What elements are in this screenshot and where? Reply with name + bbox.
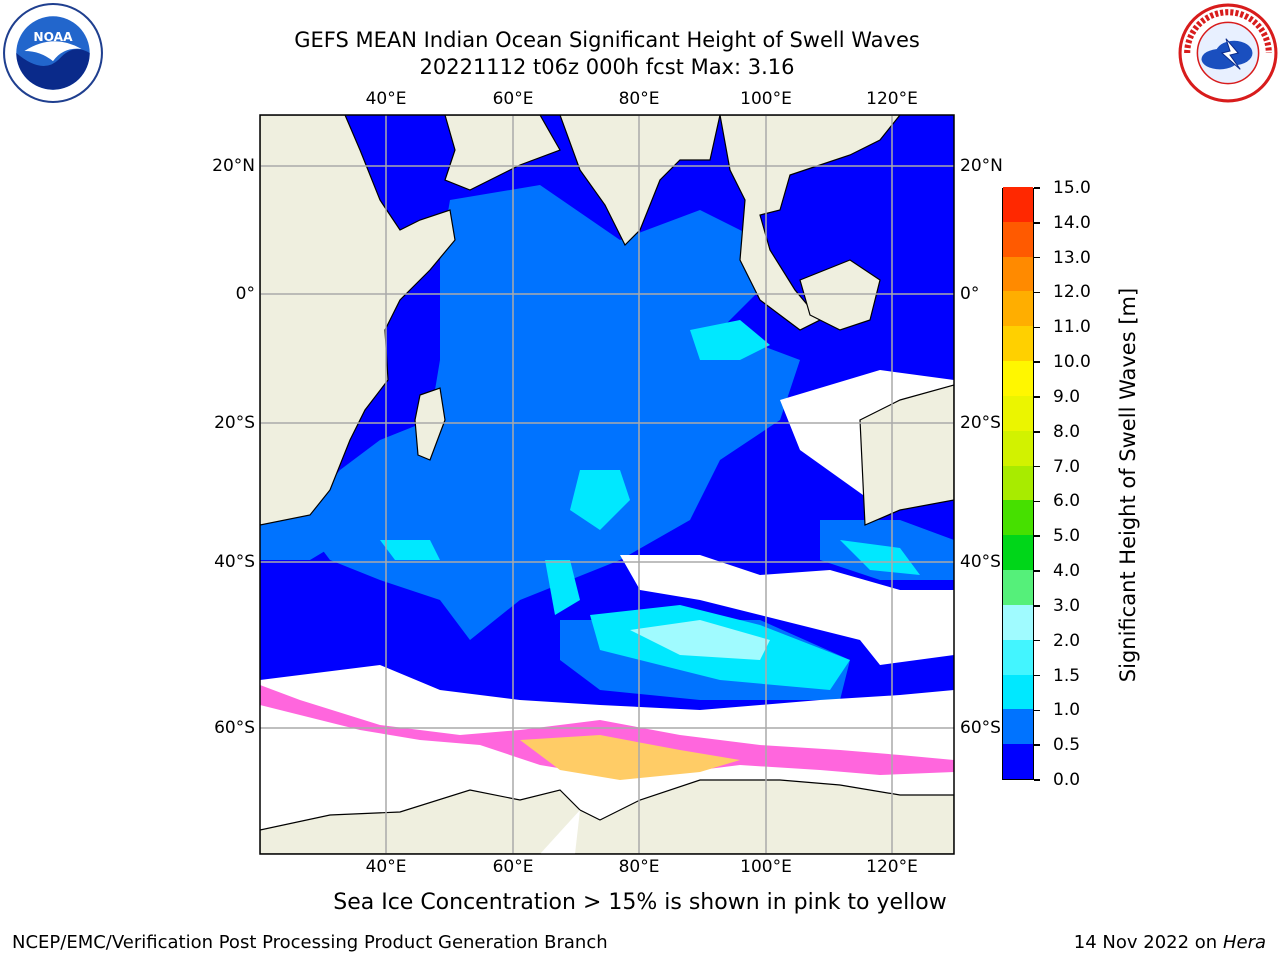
footer-host: Hera — [1222, 932, 1266, 953]
colorbar-tick-mark — [1034, 222, 1040, 224]
lon-label-top-100e: 100°E — [740, 89, 792, 109]
colorbar-tick-mark — [1034, 396, 1040, 398]
map-frame — [259, 114, 955, 855]
colorbar-tick-label: 4.0 — [1053, 561, 1081, 582]
lon-label-bottom-100e: 100°E — [740, 857, 792, 877]
land-australia — [859, 384, 954, 526]
colorbar-tick-label: 8.0 — [1053, 421, 1081, 442]
colorbar-tick-mark — [1034, 779, 1040, 781]
colorbar-tick-mark — [1034, 709, 1040, 712]
footer-date: 14 Nov 2022 on Hera — [1074, 932, 1266, 953]
land-madagascar — [414, 387, 446, 461]
colorbar-tick-label: 14.0 — [1053, 212, 1091, 233]
colorbar — [1002, 186, 1034, 780]
land-indonesia — [799, 259, 881, 331]
colorbar-label: Significant Height of Swell Waves [m] — [1116, 287, 1140, 683]
colorbar-tick-mark — [1034, 326, 1040, 329]
lat-label-left-20s: 20°S — [214, 413, 255, 433]
colorbar-segment — [1003, 743, 1033, 779]
lon-label-bottom-60e: 60°E — [492, 857, 534, 877]
colorbar-tick-mark — [1034, 605, 1040, 607]
land-southeast-asia — [719, 115, 901, 331]
colorbar-segment — [1003, 395, 1033, 431]
chart-title-line2: 20221112 t06z 000h fcst Max: 3.16 — [419, 55, 795, 79]
lat-label-right-60s: 60°S — [960, 718, 1001, 738]
sea-ice-band — [260, 685, 954, 775]
footer-credit: NCEP/EMC/Verification Post Processing Pr… — [12, 932, 608, 953]
lat-label-right-20n: 20°N — [960, 156, 1003, 176]
svg-text:NOAA: NOAA — [33, 30, 73, 44]
lon-label-bottom-120e: 120°E — [866, 857, 918, 877]
colorbar-tick-label: 5.0 — [1053, 526, 1081, 547]
chart-title-line1: GEFS MEAN Indian Ocean Significant Heigh… — [294, 28, 920, 52]
lon-label-top-80e: 80°E — [618, 89, 660, 109]
land-arabia — [444, 115, 561, 191]
colorbar-tick-label: 11.0 — [1053, 317, 1091, 338]
lat-label-left-20n: 20°N — [212, 156, 255, 176]
colorbar-segment — [1003, 534, 1033, 571]
colorbar-tick-label: 0.0 — [1053, 770, 1081, 790]
sea-ice-caption: Sea Ice Concentration > 15% is shown in … — [333, 890, 947, 915]
lat-label-left-60s: 60°S — [214, 718, 255, 738]
colorbar-tick-mark — [1034, 500, 1040, 503]
lat-label-left-40s: 40°S — [214, 552, 255, 572]
colorbar-segment — [1003, 499, 1033, 536]
colorbar-tick-mark — [1034, 431, 1040, 433]
colorbar-tick-label: 15.0 — [1053, 178, 1091, 198]
nws-logo-icon — [1178, 3, 1278, 103]
colorbar-segment — [1003, 221, 1033, 257]
colorbar-tick-mark — [1034, 570, 1040, 572]
colorbar-segment — [1003, 290, 1033, 327]
colorbar-tick-label: 6.0 — [1053, 491, 1081, 512]
colorbar-tick-label: 0.5 — [1053, 735, 1081, 756]
land-india — [559, 115, 721, 247]
colorbar-segment — [1003, 430, 1033, 466]
lon-label-bottom-40e: 40°E — [365, 857, 407, 877]
noaa-logo-icon: NOAA — [3, 3, 103, 103]
colorbar-segment — [1003, 465, 1033, 501]
colorbar-tick-mark — [1034, 361, 1040, 363]
colorbar-tick-mark — [1034, 535, 1040, 537]
colorbar-segment — [1003, 708, 1033, 745]
colorbar-tick-mark — [1034, 674, 1040, 677]
colorbar-tick-label: 12.0 — [1053, 282, 1091, 303]
colorbar-tick-label: 10.0 — [1053, 352, 1091, 373]
colorbar-tick-label: 1.5 — [1053, 665, 1081, 686]
lat-label-right-0: 0° — [960, 284, 980, 304]
colorbar-tick-mark — [1034, 187, 1040, 189]
colorbar-segment — [1003, 569, 1033, 605]
colorbar-segment — [1003, 639, 1033, 675]
colorbar-tick-label: 7.0 — [1053, 456, 1081, 477]
colorbar-tick-label: 3.0 — [1053, 595, 1081, 616]
footer-date-text: 14 Nov 2022 on — [1073, 932, 1218, 953]
colorbar-segment — [1003, 604, 1033, 640]
colorbar-tick-label: 9.0 — [1053, 386, 1081, 407]
colorbar-tick-label: 2.0 — [1053, 630, 1081, 651]
colorbar-segment — [1003, 256, 1033, 292]
colorbar-segment — [1003, 186, 1033, 222]
lon-label-top-120e: 120°E — [866, 89, 918, 109]
land-antarctica — [260, 779, 954, 854]
colorbar-segment — [1003, 325, 1033, 362]
colorbar-tick-mark — [1034, 256, 1040, 259]
swell-mid-region — [300, 185, 800, 640]
lat-label-right-40s: 40°S — [960, 552, 1001, 572]
colorbar-tick-mark — [1034, 639, 1040, 642]
colorbar-tick-mark — [1034, 465, 1040, 468]
lat-label-right-20s: 20°S — [960, 413, 1001, 433]
colorbar-tick-label: 13.0 — [1053, 247, 1091, 268]
lon-label-bottom-80e: 80°E — [618, 857, 660, 877]
colorbar-segment — [1003, 360, 1033, 396]
lon-label-top-60e: 60°E — [492, 89, 534, 109]
lon-label-top-40e: 40°E — [365, 89, 407, 109]
colorbar-segment — [1003, 674, 1033, 710]
colorbar-tick-label: 1.0 — [1053, 700, 1081, 721]
colorbar-tick-mark — [1034, 744, 1040, 746]
colorbar-tick-mark — [1034, 291, 1040, 294]
lat-label-left-0: 0° — [235, 284, 255, 304]
